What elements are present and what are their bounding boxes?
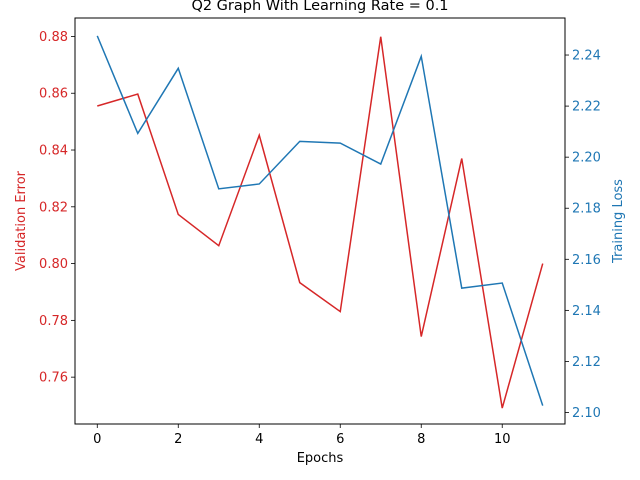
left-tick-label: 0.82 [39,200,68,215]
right-tick-label: 2.14 [572,304,601,319]
right-tick-label: 2.24 [572,49,601,64]
left-tick-label: 0.84 [39,144,68,159]
right-tick-label: 2.12 [572,355,601,370]
left-tick-label: 0.76 [39,371,68,386]
x-tick-label: 0 [93,432,101,447]
x-axis: 0 2 4 6 8 10 [93,424,511,447]
left-tick-label: 0.80 [39,257,68,272]
left-tick-label: 0.88 [39,30,68,45]
chart-title: Q2 Graph With Learning Rate = 0.1 [191,0,448,14]
x-tick-label: 6 [336,432,344,447]
left-tick-label: 0.78 [39,314,68,329]
validation-error-line [97,36,544,409]
right-axis-title: Training Loss [611,179,626,264]
training-loss-line [96,35,544,406]
left-axis-title: Validation Error [14,170,29,271]
left-tick-label: 0.86 [39,87,68,102]
plot-frame [74,17,566,425]
right-tick-label: 2.16 [572,253,601,268]
x-tick-label: 8 [417,432,425,447]
x-tick-label: 10 [494,432,511,447]
x-tick-label: 2 [174,432,182,447]
right-tick-label: 2.22 [572,100,601,115]
right-y-axis: 2.10 2.12 2.14 2.16 2.18 2.20 2.22 2.24 [565,49,601,421]
right-tick-label: 2.10 [572,406,601,421]
right-tick-label: 2.18 [572,202,601,217]
series-layer [96,35,544,409]
left-y-axis: 0.76 0.78 0.80 0.82 0.84 0.86 0.88 [39,30,75,386]
right-tick-label: 2.20 [572,151,601,166]
x-tick-label: 4 [255,432,263,447]
x-axis-title: Epochs [297,451,344,466]
